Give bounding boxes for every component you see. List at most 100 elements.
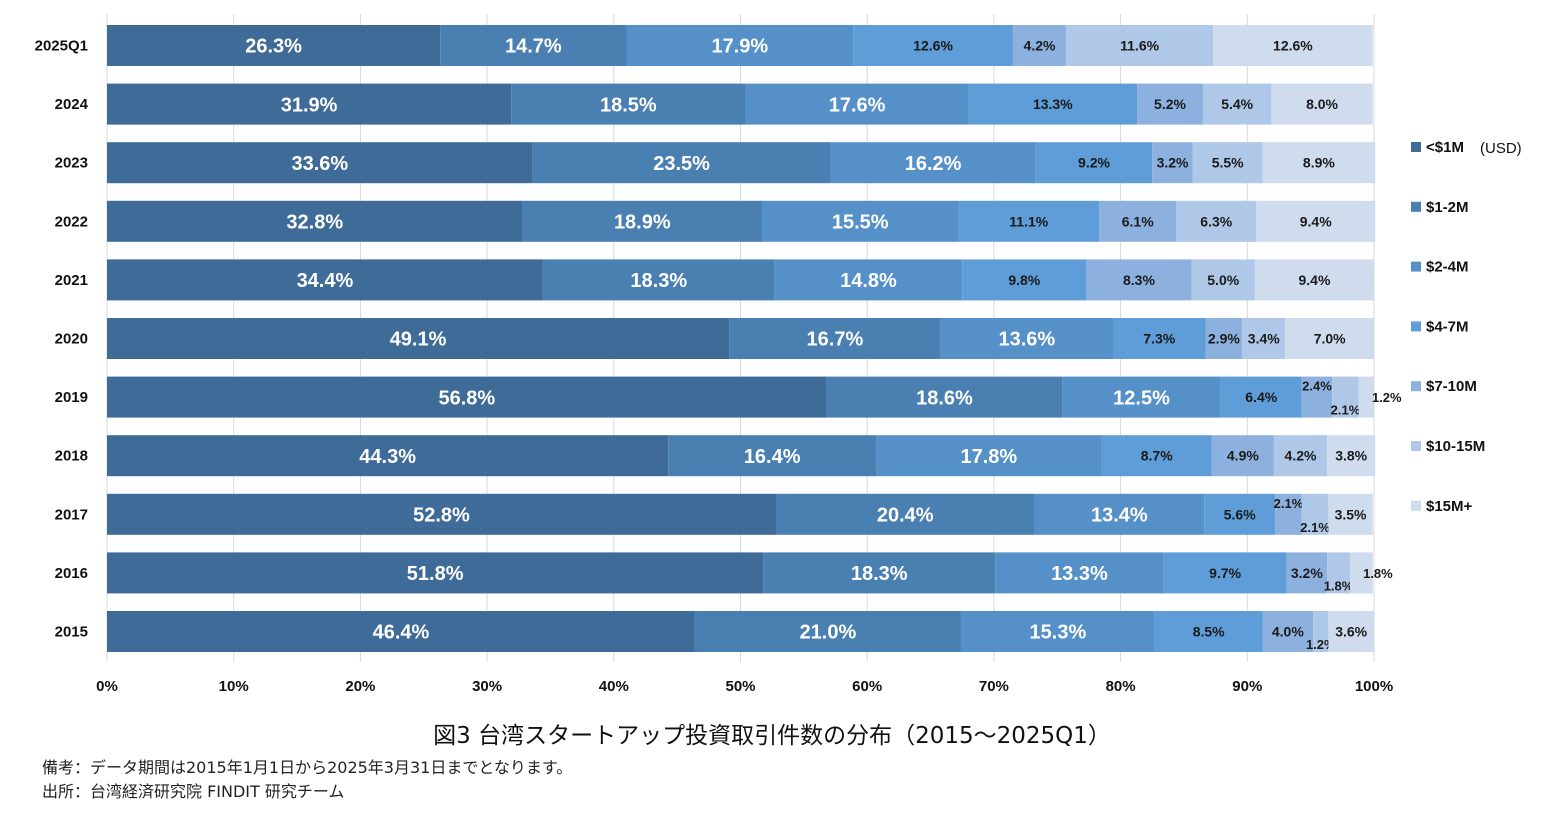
bar-segment bbox=[1273, 435, 1328, 477]
x-tick-label: 10% bbox=[219, 678, 249, 695]
stacked-bar-chart: 26.3% 14.7% 17.9% 12.6% 4.2% 11.6% 12.6% 31.9% 1… bbox=[35, 14, 1522, 695]
data-label: 1.8% bbox=[1324, 578, 1354, 593]
data-label: 5.2% bbox=[1154, 96, 1186, 112]
bar-segment bbox=[107, 83, 512, 125]
data-label: 21.0% bbox=[800, 622, 857, 644]
legend-swatch bbox=[1411, 201, 1421, 212]
legend-swatch bbox=[1411, 441, 1421, 451]
category-labels: 2025Q1 2024 2023 2022 2021 2020 2019 2018 2017 20… bbox=[35, 38, 89, 641]
data-label: 7.0% bbox=[1314, 331, 1346, 347]
data-label: 56.8% bbox=[438, 387, 495, 409]
bar-segment bbox=[1242, 318, 1286, 359]
bar-segment bbox=[1202, 83, 1272, 125]
category-label: 2018 bbox=[55, 448, 88, 465]
data-label: 17.8% bbox=[960, 446, 1017, 468]
data-label: 3.2% bbox=[1157, 155, 1189, 171]
data-label: 6.3% bbox=[1200, 213, 1232, 229]
bar-segment bbox=[1163, 552, 1287, 594]
bar-segment bbox=[1328, 611, 1374, 652]
data-label: 5.4% bbox=[1221, 96, 1253, 112]
data-label: 11.1% bbox=[1009, 213, 1048, 229]
bar-segment bbox=[107, 376, 827, 418]
bar-segment bbox=[522, 200, 763, 242]
legend-label: $7-10M bbox=[1426, 378, 1477, 395]
bar-segment bbox=[1205, 318, 1243, 359]
bar-segment bbox=[876, 435, 1102, 477]
data-label: 9.8% bbox=[1008, 272, 1040, 288]
data-label: 18.6% bbox=[916, 387, 973, 409]
bar-segment bbox=[1301, 493, 1329, 535]
bar-segment bbox=[745, 83, 969, 125]
data-label: 1.2% bbox=[1372, 390, 1402, 405]
data-label: 4.0% bbox=[1272, 624, 1304, 640]
data-label: 4.2% bbox=[1285, 448, 1317, 464]
data-label: 13.3% bbox=[1033, 96, 1073, 112]
data-label: 8.3% bbox=[1123, 272, 1155, 288]
data-label: 18.3% bbox=[851, 563, 908, 585]
data-label: 14.7% bbox=[505, 36, 562, 58]
legend-swatch bbox=[1411, 261, 1421, 272]
bar-segment bbox=[1062, 376, 1221, 418]
data-label: 9.4% bbox=[1298, 272, 1330, 288]
legend-swatch bbox=[1411, 321, 1421, 332]
bar-segment bbox=[107, 259, 543, 301]
data-label: 7.3% bbox=[1143, 331, 1175, 347]
data-label: 52.8% bbox=[413, 505, 470, 527]
bar-segment bbox=[1112, 318, 1206, 359]
bar-segment bbox=[107, 318, 730, 359]
x-tick-label: 50% bbox=[725, 678, 755, 695]
bar-segment bbox=[511, 83, 746, 125]
category-label: 2015 bbox=[55, 624, 88, 641]
data-label: 9.7% bbox=[1209, 565, 1241, 581]
data-label: 44.3% bbox=[359, 446, 416, 468]
bar-segment bbox=[107, 142, 533, 184]
data-label: 9.4% bbox=[1300, 213, 1332, 229]
data-label: 2.1% bbox=[1331, 403, 1361, 418]
bar-segment bbox=[1154, 611, 1263, 652]
bar-segment bbox=[626, 25, 854, 66]
x-tick-label: 70% bbox=[979, 678, 1009, 695]
category-label: 2023 bbox=[55, 155, 88, 172]
bar-segment bbox=[1275, 493, 1302, 535]
bar-segment bbox=[1204, 493, 1276, 535]
bar-segment bbox=[1271, 83, 1373, 125]
bar-segment bbox=[830, 142, 1036, 184]
category-label: 2020 bbox=[55, 331, 88, 348]
legend-swatch bbox=[1411, 381, 1421, 392]
bar-segment bbox=[958, 200, 1100, 242]
bar-segment bbox=[1035, 142, 1153, 184]
data-label: 5.5% bbox=[1212, 155, 1244, 171]
bar-segment bbox=[1327, 552, 1350, 594]
bar-segment bbox=[1211, 435, 1274, 477]
data-label: 11.6% bbox=[1120, 38, 1159, 54]
x-tick-label: 100% bbox=[1355, 678, 1393, 695]
data-label: 8.7% bbox=[1141, 448, 1173, 464]
data-label: 3.5% bbox=[1335, 506, 1367, 522]
data-label: 17.9% bbox=[712, 36, 769, 58]
x-tick-label: 20% bbox=[345, 678, 375, 695]
data-label: 5.6% bbox=[1224, 506, 1256, 522]
data-label: 3.6% bbox=[1335, 624, 1367, 640]
bar-segment bbox=[1099, 200, 1177, 242]
data-label: 2.9% bbox=[1208, 331, 1240, 347]
bar-segment bbox=[1332, 376, 1359, 418]
bar-segment bbox=[532, 142, 831, 184]
data-label: 15.3% bbox=[1030, 622, 1087, 644]
data-label: 2.4% bbox=[1302, 379, 1332, 394]
data-label: 49.1% bbox=[390, 329, 447, 351]
data-label: 2.1% bbox=[1300, 520, 1330, 535]
category-label: 2016 bbox=[55, 565, 88, 582]
legend-label: $4-7M bbox=[1426, 318, 1469, 335]
data-label: 18.5% bbox=[600, 94, 657, 116]
bar-segment bbox=[960, 611, 1155, 652]
bar-segment bbox=[107, 200, 523, 242]
category-label: 2022 bbox=[55, 213, 88, 230]
data-label: 13.6% bbox=[998, 329, 1055, 351]
legend: <$1M (USD) $1-2M $2-4M $4-7M $7-10M $10-15M $15… bbox=[1411, 139, 1522, 515]
legend-label: <$1M bbox=[1426, 139, 1464, 156]
x-tick-label: 30% bbox=[472, 678, 502, 695]
bar-segment bbox=[1191, 259, 1255, 301]
data-label: 33.6% bbox=[291, 153, 348, 175]
bar-segment bbox=[542, 259, 775, 301]
bar-segment bbox=[694, 611, 961, 652]
